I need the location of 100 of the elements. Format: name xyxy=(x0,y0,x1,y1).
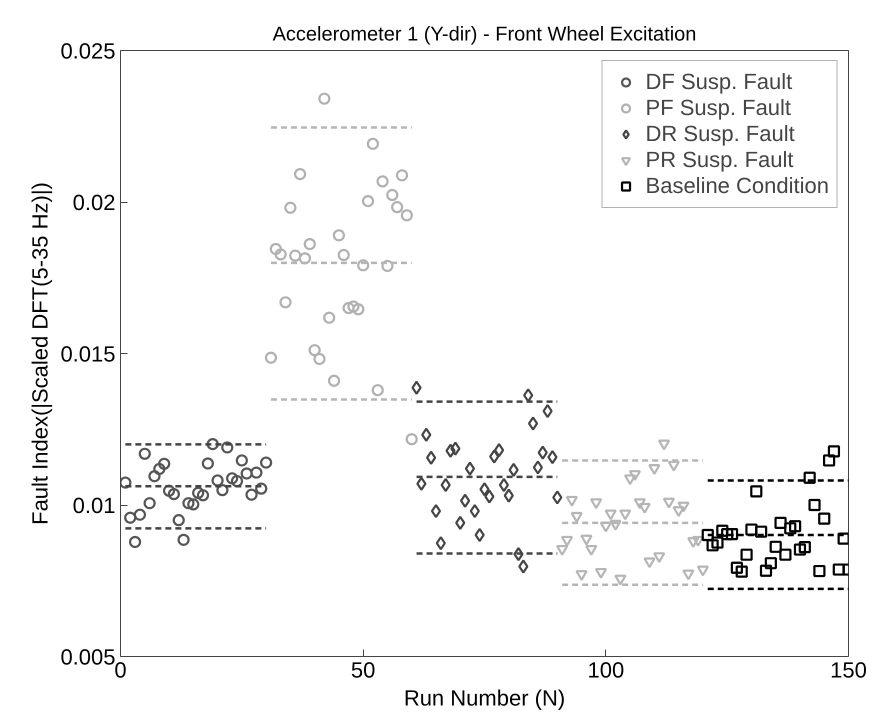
point xyxy=(308,344,321,356)
point xyxy=(406,433,418,446)
point xyxy=(120,476,132,489)
point xyxy=(366,138,379,150)
point xyxy=(716,524,728,537)
point xyxy=(770,540,782,553)
point xyxy=(124,512,136,524)
point xyxy=(798,541,811,554)
point xyxy=(711,536,724,549)
point xyxy=(619,509,632,520)
point xyxy=(653,552,666,564)
point xyxy=(547,450,558,464)
point xyxy=(396,169,408,182)
point xyxy=(687,537,700,548)
point xyxy=(264,352,278,364)
point xyxy=(182,497,195,510)
point xyxy=(604,509,617,520)
point xyxy=(391,201,404,214)
point xyxy=(134,508,146,521)
point xyxy=(386,188,398,202)
legend-label: DR Susp. Fault xyxy=(646,121,795,147)
point xyxy=(794,543,806,556)
point xyxy=(696,566,709,576)
point xyxy=(352,303,364,316)
point xyxy=(187,498,200,510)
point xyxy=(682,569,694,580)
point xyxy=(464,462,476,476)
point xyxy=(838,532,848,545)
point xyxy=(808,498,821,512)
legend-label: PF Susp. Fault xyxy=(646,95,792,121)
point xyxy=(570,512,583,523)
point xyxy=(323,312,336,324)
point xyxy=(400,209,413,222)
point xyxy=(484,489,494,504)
point xyxy=(692,536,704,547)
point xyxy=(702,528,714,542)
point xyxy=(822,454,836,467)
point xyxy=(818,512,830,525)
point xyxy=(594,568,608,579)
point xyxy=(153,462,166,476)
point xyxy=(523,388,534,402)
point xyxy=(260,456,272,469)
point xyxy=(532,460,543,475)
point xyxy=(416,476,427,491)
point xyxy=(342,302,355,314)
point xyxy=(192,486,204,499)
point xyxy=(430,504,442,518)
point xyxy=(206,438,219,450)
point xyxy=(445,444,456,458)
point xyxy=(648,464,660,475)
legend-label: DF Susp. Fault xyxy=(646,69,792,95)
point xyxy=(376,175,389,188)
point xyxy=(580,534,593,546)
point xyxy=(479,482,490,496)
point xyxy=(372,384,384,396)
point xyxy=(470,504,480,518)
point xyxy=(552,490,562,505)
point xyxy=(504,488,514,503)
point xyxy=(338,248,350,262)
point xyxy=(538,445,548,460)
point xyxy=(706,539,719,552)
point xyxy=(813,564,826,578)
point xyxy=(421,428,432,442)
point xyxy=(426,450,436,465)
point xyxy=(221,441,234,454)
point xyxy=(508,462,519,477)
point xyxy=(638,502,651,514)
point xyxy=(455,516,466,530)
legend-label: PR Susp. Fault xyxy=(646,147,794,173)
point xyxy=(294,168,306,180)
point xyxy=(658,440,670,450)
point xyxy=(284,202,296,214)
y-tick-label: 0.02 xyxy=(72,190,116,215)
point xyxy=(279,296,292,308)
point xyxy=(158,458,170,470)
point xyxy=(643,557,656,568)
x-tick-label: 150 xyxy=(830,658,867,682)
point xyxy=(440,478,451,492)
point xyxy=(489,449,500,464)
point xyxy=(436,536,446,550)
y-tick-label: 0.005 xyxy=(60,644,116,670)
point xyxy=(304,238,316,250)
point xyxy=(566,496,578,507)
x-tick-label: 100 xyxy=(587,658,624,682)
point xyxy=(750,485,762,498)
point xyxy=(634,498,646,510)
point xyxy=(250,466,262,479)
point xyxy=(255,482,268,495)
point xyxy=(498,478,510,492)
point xyxy=(730,562,743,574)
point xyxy=(832,563,845,576)
point xyxy=(740,548,753,561)
point xyxy=(609,520,622,531)
point xyxy=(202,457,214,470)
point xyxy=(138,448,151,460)
point xyxy=(168,488,180,500)
point xyxy=(662,498,676,509)
point xyxy=(528,416,538,431)
point xyxy=(196,489,210,502)
y-tick-label: 0.015 xyxy=(60,342,116,366)
